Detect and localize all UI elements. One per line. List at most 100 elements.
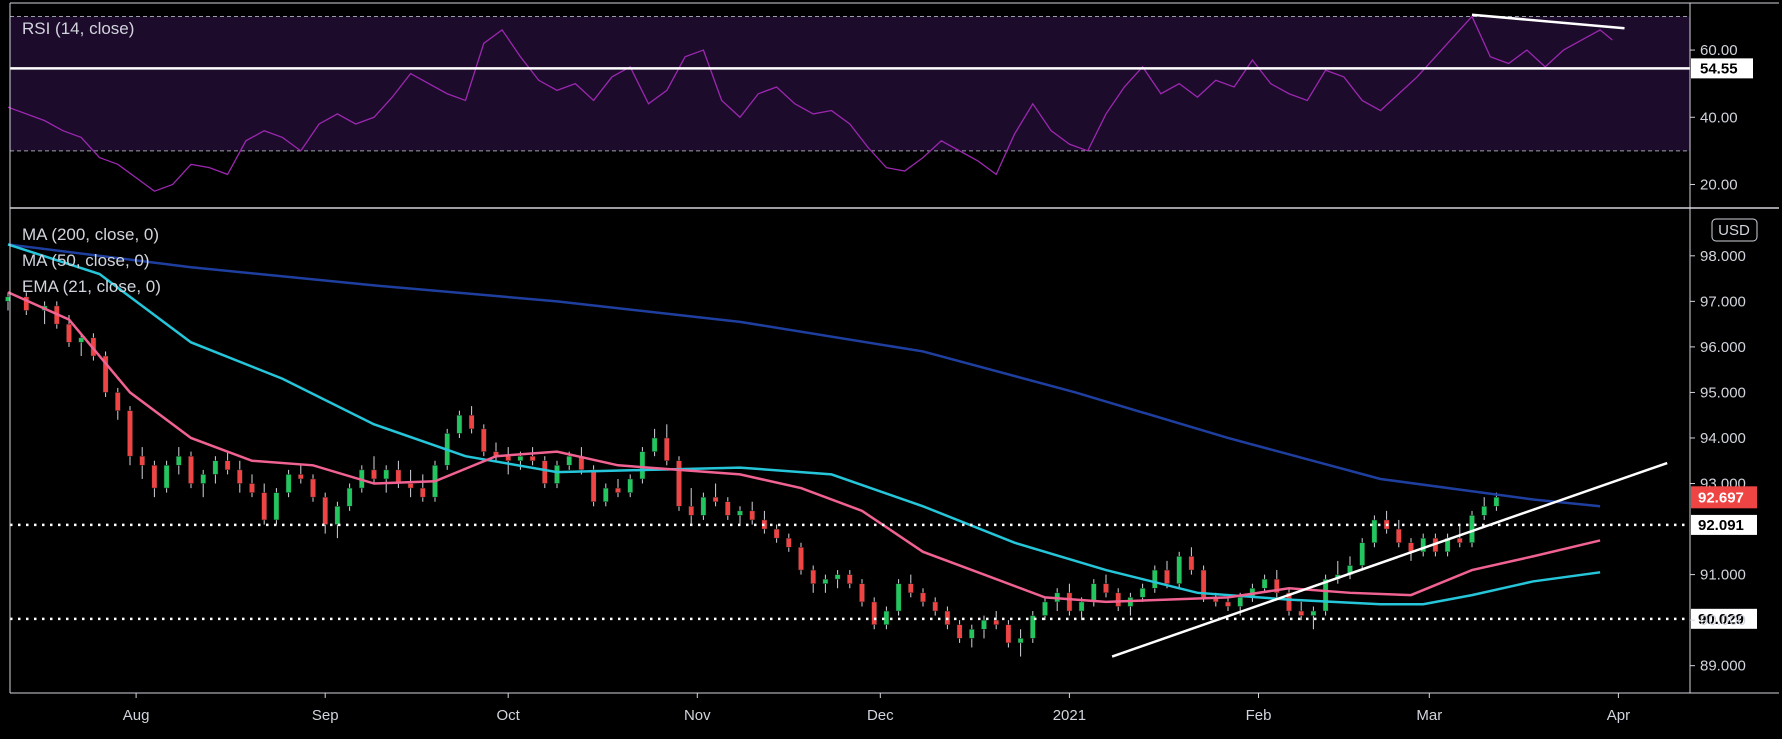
ma-50-legend[interactable]: MA (50, close, 0) <box>22 251 150 270</box>
candle-up <box>1042 597 1048 621</box>
candle-up <box>1261 574 1268 593</box>
candle-down <box>1273 570 1280 598</box>
rsi-series-line <box>7 15 1613 192</box>
candle-up <box>200 469 207 498</box>
candle-down <box>23 292 30 316</box>
ma-200-line <box>7 243 1601 508</box>
candle-up <box>1139 583 1146 602</box>
ma-200-legend[interactable]: MA (200, close, 0) <box>22 225 159 244</box>
candle-up <box>1310 606 1317 630</box>
candle-down <box>468 406 475 434</box>
candle-body <box>151 465 158 489</box>
candle-body <box>554 465 560 484</box>
candle-up <box>346 483 353 511</box>
candle-down <box>688 488 695 525</box>
level-label: 92.091 <box>1698 517 1744 534</box>
candle-up <box>1371 515 1378 548</box>
candle-up <box>456 410 463 438</box>
candle-body <box>834 574 841 580</box>
candle-body <box>1359 542 1366 566</box>
candle-body <box>1042 601 1048 616</box>
candle-body <box>114 392 121 411</box>
candle-down <box>297 465 304 484</box>
candle-body <box>322 496 329 525</box>
candle-body <box>505 455 512 461</box>
candle-down <box>139 447 146 479</box>
candle-up <box>602 483 609 507</box>
rsi-trendline[interactable] <box>1471 13 1625 30</box>
candle-body <box>1420 537 1427 553</box>
candle-down <box>188 451 194 489</box>
candle-body <box>529 455 536 461</box>
time-axis[interactable]: Aug Sep Oct Nov Dec 2021 Feb Mar Apr <box>123 693 1630 724</box>
rsi-y-tick-label: 60.00 <box>1700 42 1738 59</box>
candle-body <box>66 323 72 343</box>
candle-body <box>383 469 390 480</box>
candle-body <box>334 506 341 525</box>
candle-up <box>1481 497 1488 520</box>
candle-body <box>236 469 243 484</box>
candle-body <box>932 601 939 612</box>
candle-down <box>102 351 109 397</box>
candle-up <box>1017 629 1024 657</box>
candle-down <box>1298 601 1305 621</box>
candle-down <box>749 501 756 525</box>
price-y-tick-label: 94.000 <box>1700 430 1746 447</box>
currency-badge[interactable]: USD <box>1711 218 1758 242</box>
candle-body <box>639 451 646 480</box>
time-tick-label: Feb <box>1246 707 1272 724</box>
candle-body <box>1481 506 1488 516</box>
candle-down <box>871 597 878 630</box>
price-y-tick-label: 98.000 <box>1700 248 1746 265</box>
time-tick-label: Dec <box>867 707 894 724</box>
candle-body <box>859 583 865 603</box>
candle-body <box>1371 519 1378 543</box>
candle-up <box>212 456 219 484</box>
rsi-y-axis: 60.00 40.00 20.00 <box>1690 42 1738 193</box>
candle-body <box>724 501 731 516</box>
candle-body <box>590 469 597 502</box>
candle-down <box>1286 588 1292 616</box>
candle-body <box>175 455 182 466</box>
candle-body <box>737 510 743 516</box>
candle-up <box>895 579 902 616</box>
candle-body <box>871 601 878 625</box>
price-y-tick-label: 91.000 <box>1700 567 1746 584</box>
candle-up <box>1176 551 1183 589</box>
candle-body <box>1115 592 1122 607</box>
ema-21-legend[interactable]: EMA (21, close, 0) <box>22 277 161 296</box>
candle-body <box>1261 578 1268 589</box>
rsi-legend[interactable]: RSI (14, close) <box>22 19 134 38</box>
candle-body <box>188 455 194 484</box>
candle-up <box>1029 611 1036 643</box>
currency-badge-label: USD <box>1718 222 1750 239</box>
rsi-level-label: 54.55 <box>1700 60 1738 77</box>
time-tick-label: Apr <box>1607 707 1630 724</box>
candle-up <box>383 465 390 493</box>
candle-body <box>407 483 414 489</box>
candle-body <box>224 460 231 471</box>
candle-down <box>127 406 133 466</box>
candle-body <box>1286 592 1292 612</box>
candle-body <box>1444 537 1451 553</box>
candle-body <box>1310 610 1317 616</box>
price-trendline[interactable] <box>1111 461 1668 658</box>
candle-down <box>480 424 487 457</box>
candle-down <box>1164 560 1170 589</box>
candle-down <box>419 474 426 502</box>
candle-up <box>639 447 646 484</box>
candle-body <box>822 578 829 584</box>
candle-down <box>907 574 914 598</box>
time-tick-label: 2021 <box>1053 707 1086 724</box>
candle-down <box>310 474 316 502</box>
candle-body <box>785 537 792 548</box>
price-y-tick-label: 97.000 <box>1700 293 1746 310</box>
ema-21-line <box>7 291 1601 604</box>
candle-up <box>1420 533 1427 557</box>
candle-up <box>627 474 634 498</box>
price-y-tick-label: 90.000 <box>1700 612 1746 629</box>
candle-body <box>846 574 853 584</box>
current-price-label-box <box>1691 486 1757 509</box>
candle-body <box>1456 537 1463 543</box>
price-y-axis: 98.00097.00096.00095.00094.00093.00091.0… <box>1690 248 1746 675</box>
